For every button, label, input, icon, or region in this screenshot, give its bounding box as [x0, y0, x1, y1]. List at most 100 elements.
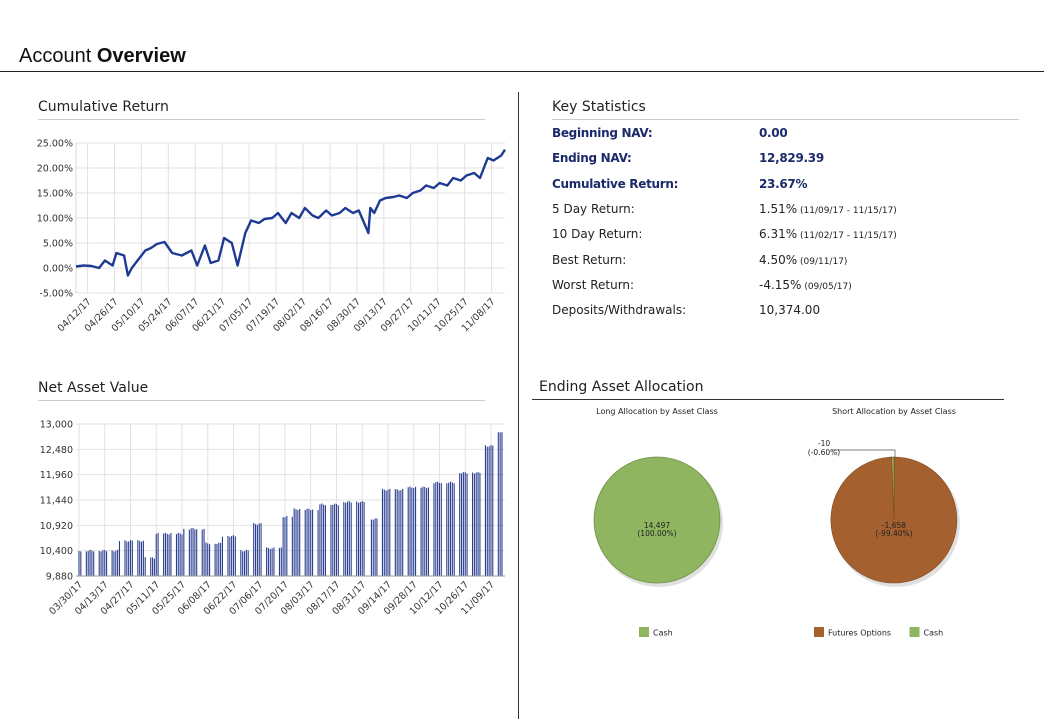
title-divider — [0, 71, 1044, 72]
pie-title: Long Allocation by Asset Class — [596, 407, 718, 416]
nav-bar — [348, 501, 350, 576]
nav-bar — [486, 446, 488, 576]
y-tick-label: -5.00% — [39, 289, 73, 300]
nav-bar — [293, 508, 295, 576]
stat-label: Deposits/Withdrawals: — [552, 303, 687, 318]
nav-bar — [196, 529, 198, 576]
nav-bar — [321, 503, 323, 576]
nav-bar — [150, 557, 152, 576]
cumulative-return-heading: Cumulative Return — [38, 99, 169, 115]
stat-row: Deposits/Withdrawals: 10,374.00 — [552, 301, 1022, 321]
stat-date-range: (09/05/17) — [801, 281, 852, 292]
nav-bar — [256, 524, 258, 576]
nav-bar — [359, 502, 361, 576]
legend-swatch — [909, 627, 920, 637]
nav-bar — [243, 551, 246, 576]
nav-bar — [335, 504, 338, 576]
nav-bar — [115, 550, 117, 576]
nav-bar — [207, 543, 209, 576]
nav-bar — [453, 483, 455, 576]
nav-bar — [438, 483, 441, 576]
stat-value: 0.00 — [759, 126, 788, 140]
ending-asset-allocation-rule — [532, 399, 1004, 400]
stat-label: 10 Day Return: — [552, 227, 643, 242]
y-tick-label: 10,400 — [40, 546, 73, 557]
nav-bar — [426, 488, 428, 576]
stat-label: Cumulative Return: — [552, 176, 679, 191]
legend-label: Futures Options — [828, 629, 891, 638]
nav-bar — [350, 502, 352, 576]
nav-bar — [181, 534, 183, 576]
nav-bar — [297, 510, 299, 576]
nav-bar — [129, 540, 132, 576]
nav-bar — [280, 547, 282, 576]
nav-bar — [295, 509, 297, 576]
legend-swatch — [814, 627, 824, 637]
nav-bar — [424, 487, 426, 576]
nav-bar — [440, 483, 442, 576]
nav-bar — [179, 533, 181, 576]
nav-bar — [177, 532, 179, 576]
nav-bar — [111, 550, 113, 576]
nav-bar — [383, 489, 385, 576]
nav-bar — [415, 486, 417, 576]
slice-percent-label: (100.00%) — [637, 529, 676, 538]
nav-bar — [330, 505, 332, 576]
y-tick-label: 25.00% — [37, 139, 73, 150]
stat-row: Cumulative Return: 23.67% — [552, 175, 1022, 195]
nav-bar — [269, 549, 271, 576]
nav-bar — [420, 487, 422, 576]
stat-value: 23.67% — [759, 176, 808, 191]
nav-bar — [144, 557, 146, 576]
nav-bar — [194, 529, 196, 576]
nav-bar — [89, 549, 91, 576]
nav-bar — [205, 542, 207, 576]
nav-bar — [402, 489, 404, 576]
nav-bar — [317, 510, 319, 576]
nav-bar — [387, 489, 389, 576]
nav-bar — [175, 534, 178, 576]
nav-bar — [479, 473, 481, 576]
stat-date-range: (09/11/17) — [797, 256, 848, 267]
nav-bar — [253, 523, 255, 576]
pie-slice — [891, 456, 895, 521]
nav-bar — [126, 541, 128, 576]
nav-bar — [260, 523, 262, 576]
stat-row: Ending NAV: 12,829.39 — [552, 149, 1022, 169]
nav-bar — [501, 432, 503, 576]
stat-value: 12,829.39 — [759, 151, 824, 166]
nav-bar — [102, 550, 104, 576]
nav-bar — [139, 540, 141, 576]
key-statistics-heading: Key Statistics — [552, 99, 646, 115]
nav-bar — [299, 509, 301, 576]
stat-value: -4.15% (09/05/17) — [759, 277, 852, 292]
nav-bar — [166, 533, 168, 576]
nav-bar — [157, 532, 159, 576]
nav-bar — [304, 510, 306, 576]
nav-bar — [319, 504, 321, 576]
nav-bar — [240, 550, 242, 576]
nav-bar — [484, 445, 486, 576]
nav-bar — [312, 509, 314, 576]
nav-bar — [271, 548, 273, 576]
stat-label: Ending NAV: — [552, 151, 632, 166]
nav-bar — [209, 544, 211, 576]
nav-bar — [227, 536, 229, 576]
net-asset-value-chart: 13,000 12,480 11,960 11,440 10,920 10,400 9,88… — [40, 420, 505, 617]
nav-bar — [221, 536, 223, 576]
nav-bar — [464, 472, 466, 576]
y-tick-label: 10,920 — [40, 521, 73, 532]
stat-row: Worst Return: -4.15% (09/05/17) — [552, 276, 1022, 296]
nav-bar — [291, 516, 293, 576]
nav-bar — [258, 523, 260, 576]
nav-bar — [170, 533, 172, 576]
nav-bar — [400, 490, 402, 576]
stat-label: Best Return: — [552, 252, 627, 267]
nav-bar — [398, 490, 400, 576]
nav-bar — [451, 482, 453, 576]
callout-line — [833, 449, 896, 458]
nav-bar — [396, 489, 398, 576]
slice-percent-label: (-0.60%) — [808, 448, 840, 457]
nav-bar — [433, 483, 435, 576]
nav-bar — [332, 504, 334, 576]
